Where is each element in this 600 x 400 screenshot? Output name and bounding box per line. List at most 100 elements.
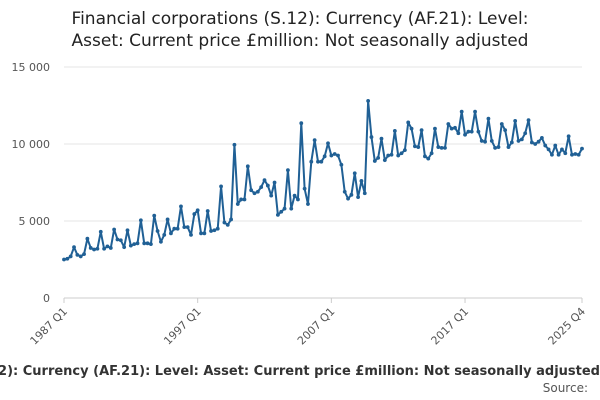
data-point[interactable] bbox=[560, 147, 564, 152]
data-point[interactable] bbox=[209, 229, 213, 233]
data-point[interactable] bbox=[479, 139, 484, 143]
data-point[interactable] bbox=[155, 229, 160, 233]
data-point[interactable] bbox=[409, 126, 414, 131]
data-point[interactable] bbox=[118, 238, 123, 243]
data-point[interactable] bbox=[553, 143, 558, 148]
data-point[interactable] bbox=[252, 191, 257, 196]
data-point[interactable] bbox=[105, 244, 110, 249]
data-point[interactable] bbox=[269, 193, 274, 198]
data-point[interactable] bbox=[108, 246, 113, 250]
data-point[interactable] bbox=[379, 136, 384, 141]
data-point[interactable] bbox=[272, 180, 277, 185]
data-point[interactable] bbox=[112, 227, 117, 232]
data-point[interactable] bbox=[98, 229, 103, 234]
data-point[interactable] bbox=[389, 152, 394, 157]
data-point[interactable] bbox=[182, 225, 187, 230]
data-point[interactable] bbox=[152, 213, 157, 218]
data-point[interactable] bbox=[329, 153, 334, 158]
data-point[interactable] bbox=[65, 256, 70, 261]
data-point[interactable] bbox=[259, 185, 264, 190]
data-point[interactable] bbox=[292, 193, 297, 198]
data-point[interactable] bbox=[580, 146, 584, 151]
data-point[interactable] bbox=[169, 231, 173, 236]
data-point[interactable] bbox=[245, 164, 250, 169]
data-point[interactable] bbox=[529, 140, 534, 145]
data-point[interactable] bbox=[148, 242, 153, 247]
data-point[interactable] bbox=[382, 158, 387, 163]
data-point[interactable] bbox=[309, 159, 314, 164]
data-point[interactable] bbox=[265, 183, 270, 188]
data-point[interactable] bbox=[476, 129, 481, 134]
data-point[interactable] bbox=[179, 204, 183, 209]
data-point[interactable] bbox=[463, 132, 467, 137]
data-point[interactable] bbox=[523, 131, 528, 136]
data-point[interactable] bbox=[453, 125, 457, 130]
data-point[interactable] bbox=[326, 141, 330, 146]
data-point[interactable] bbox=[192, 212, 197, 216]
data-point[interactable] bbox=[205, 209, 210, 213]
data-point[interactable] bbox=[225, 222, 230, 227]
data-point[interactable] bbox=[362, 191, 367, 196]
data-point[interactable] bbox=[526, 118, 531, 123]
data-point[interactable] bbox=[426, 156, 431, 161]
data-point[interactable] bbox=[469, 129, 474, 134]
data-point[interactable] bbox=[429, 151, 434, 156]
data-point[interactable] bbox=[550, 152, 554, 157]
data-point[interactable] bbox=[215, 226, 220, 231]
data-point[interactable] bbox=[439, 145, 444, 150]
data-point[interactable] bbox=[279, 209, 284, 214]
data-point[interactable] bbox=[125, 228, 130, 233]
data-point[interactable] bbox=[516, 139, 521, 143]
data-point[interactable] bbox=[319, 159, 324, 164]
data-point[interactable] bbox=[95, 246, 100, 251]
data-point[interactable] bbox=[533, 142, 538, 146]
data-point[interactable] bbox=[456, 131, 461, 136]
data-point[interactable] bbox=[302, 186, 307, 191]
data-point[interactable] bbox=[262, 178, 267, 183]
data-point[interactable] bbox=[142, 241, 147, 246]
data-point[interactable] bbox=[336, 153, 340, 158]
data-point[interactable] bbox=[306, 202, 310, 206]
data-point[interactable] bbox=[566, 134, 571, 139]
data-point[interactable] bbox=[503, 128, 508, 133]
data-point[interactable] bbox=[402, 148, 407, 153]
data-point[interactable] bbox=[446, 122, 451, 126]
data-point[interactable] bbox=[122, 245, 127, 250]
data-point[interactable] bbox=[312, 138, 317, 143]
data-point[interactable] bbox=[88, 246, 93, 250]
data-point[interactable] bbox=[242, 197, 247, 202]
data-point[interactable] bbox=[239, 197, 244, 202]
data-point[interactable] bbox=[322, 154, 327, 159]
data-point[interactable] bbox=[539, 135, 544, 140]
data-point[interactable] bbox=[162, 232, 167, 237]
data-point[interactable] bbox=[85, 236, 90, 241]
data-point[interactable] bbox=[212, 228, 217, 233]
data-point[interactable] bbox=[406, 120, 411, 125]
data-point[interactable] bbox=[255, 189, 260, 194]
data-point[interactable] bbox=[493, 145, 498, 150]
data-point[interactable] bbox=[289, 206, 294, 211]
data-point[interactable] bbox=[138, 218, 143, 223]
data-point[interactable] bbox=[286, 168, 290, 173]
data-point[interactable] bbox=[496, 145, 501, 149]
data-point[interactable] bbox=[543, 143, 548, 148]
data-point[interactable] bbox=[235, 202, 240, 206]
data-point[interactable] bbox=[416, 145, 421, 149]
data-point[interactable] bbox=[195, 208, 200, 213]
data-point[interactable] bbox=[556, 152, 561, 157]
data-point[interactable] bbox=[185, 225, 190, 230]
data-point[interactable] bbox=[513, 119, 518, 123]
data-point[interactable] bbox=[145, 241, 150, 246]
data-point[interactable] bbox=[165, 217, 170, 222]
data-point[interactable] bbox=[342, 189, 347, 194]
data-point[interactable] bbox=[282, 206, 287, 211]
data-point[interactable] bbox=[219, 184, 223, 189]
data-point[interactable] bbox=[189, 232, 193, 237]
data-point[interactable] bbox=[102, 246, 107, 251]
data-point[interactable] bbox=[449, 126, 454, 131]
data-point[interactable] bbox=[563, 151, 568, 156]
data-point[interactable] bbox=[433, 126, 437, 131]
data-point[interactable] bbox=[519, 137, 524, 142]
data-point[interactable] bbox=[296, 197, 300, 202]
data-point[interactable] bbox=[459, 109, 464, 114]
